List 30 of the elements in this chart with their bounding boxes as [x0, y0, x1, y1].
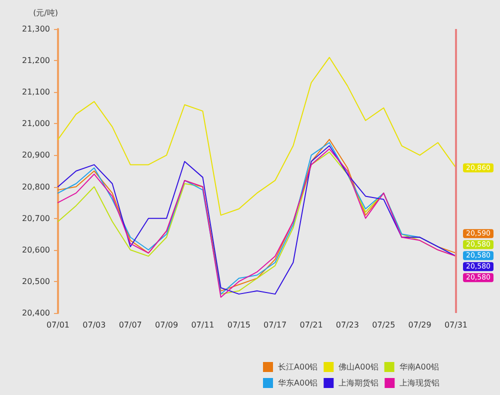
- x-tick-label: 07/03: [82, 320, 106, 330]
- x-tick-label: 07/17: [264, 320, 287, 330]
- y-tick-label: 21,000: [22, 119, 50, 128]
- legend-label: 上海现货铝: [400, 378, 440, 388]
- legend-label: 长江A00铝: [278, 362, 318, 372]
- y-tick-label: 20,500: [22, 276, 50, 286]
- x-tick-label: 07/11: [191, 320, 214, 330]
- x-tick-label: 07/01: [46, 320, 70, 330]
- legend-label: 上海期货铝: [338, 378, 379, 388]
- x-tick-label: 07/29: [408, 320, 432, 330]
- x-tick-label: 07/07: [118, 320, 142, 330]
- x-tick-label: 07/09: [155, 320, 178, 330]
- y-tick-label: 20,900: [22, 150, 50, 160]
- x-tick-label: 07/21: [300, 320, 323, 330]
- y-tick-label: 21,300: [22, 24, 50, 34]
- y-tick-label: 20,700: [22, 214, 50, 223]
- y-tick-label: 20,400: [22, 308, 50, 318]
- y-tick-label: 21,200: [22, 56, 50, 66]
- legend-label: 佛山A00铝: [338, 362, 378, 372]
- y-tick-label: 20,600: [22, 245, 50, 254]
- y-axis-title: (元/吨): [33, 8, 58, 18]
- x-tick-label: 07/15: [227, 320, 250, 330]
- legend-label: 华东A00铝: [278, 378, 318, 388]
- x-tick-label: 07/25: [372, 320, 396, 330]
- y-tick-label: 21,100: [22, 88, 50, 97]
- legend-label: 华南A00铝: [399, 362, 439, 372]
- line-series: [58, 56, 456, 216]
- x-tick-label: 07/23: [336, 320, 359, 330]
- y-tick-label: 20,800: [22, 182, 50, 192]
- x-tick-label: 07/31: [444, 320, 468, 330]
